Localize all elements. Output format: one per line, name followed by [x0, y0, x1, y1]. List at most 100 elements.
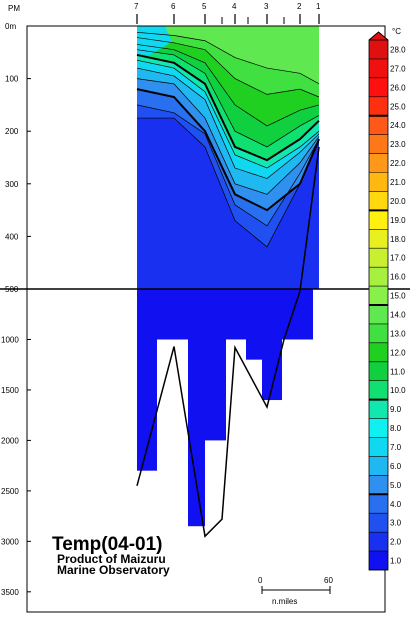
depth-tick-label: 100 [5, 75, 19, 84]
colorbar-cell [369, 551, 388, 570]
colorbar-cell [369, 475, 388, 495]
colorbar: 1.0 2.0 3.0 4.0 5.0 6.0 7.0 8.0 9.0 10.0 11.0 12.0 1… [368, 27, 406, 571]
station-label: 2 [297, 2, 302, 11]
seafloor-profile [136, 146, 320, 538]
depth-tick-label: 3500 [1, 588, 19, 597]
colorbar-label: 15.0 [390, 292, 406, 301]
colorbar-cell [369, 342, 388, 362]
colorbar-label: 6.0 [390, 462, 402, 471]
chart-title: Temp(04-01) [52, 534, 163, 555]
chart-subtitle-line1: Product of Maizuru [57, 552, 166, 566]
distance-scale-bar: 0 60 n.miles [258, 576, 333, 606]
colorbar-label: 17.0 [390, 254, 406, 263]
colorbar-top-cap [368, 31, 389, 41]
colorbar-label: 2.0 [390, 538, 402, 547]
colorbar-unit: °C [392, 27, 401, 36]
station-label: 6 [171, 2, 176, 11]
colorbar-label: 23.0 [390, 140, 406, 149]
isotherm-line [136, 67, 320, 179]
colorbar-label: 24.0 [390, 121, 406, 130]
isotherm-line [136, 53, 320, 162]
colorbar-cell [369, 153, 388, 173]
colorbar-label: 21.0 [390, 178, 406, 187]
station-label: 1 [316, 2, 321, 11]
depth-axis: 0m 100 200 300 400 500 1000 1500 2000 2500 3000 350… [1, 22, 31, 597]
isotherm-contours [136, 31, 320, 248]
colorbar-label: 25.0 [390, 102, 406, 111]
colorbar-cell [369, 437, 388, 457]
colorbar-cell [369, 418, 388, 438]
depth-tick-label: 2000 [1, 436, 19, 445]
colorbar-cell [369, 532, 388, 552]
isotherm-line [136, 104, 320, 227]
isotherm-line [136, 31, 320, 85]
top-axis-label: PM [8, 4, 20, 13]
isotherm-line [136, 78, 320, 195]
colorbar-label: 10.0 [390, 386, 406, 395]
isotherm-band [137, 26, 319, 84]
colorbar-cell [369, 58, 388, 78]
colorbar-label: 20.0 [390, 197, 406, 206]
depth-tick-label: 500 [5, 285, 19, 294]
colorbar-cell [369, 229, 388, 249]
colorbar-cell [369, 305, 388, 324]
colorbar-cell [369, 248, 388, 268]
station-label: 5 [202, 2, 207, 11]
colorbar-label: 22.0 [390, 159, 406, 168]
colorbar-cell [369, 40, 388, 59]
chart-subtitle-line2: Marine Observatory [57, 563, 170, 577]
colorbar-cell [369, 456, 388, 476]
colorbar-cell [369, 77, 388, 97]
depth-tick-label: 1500 [1, 386, 19, 395]
colorbar-cell [369, 399, 388, 419]
colorbar-label: 4.0 [390, 500, 402, 509]
temperature-field [137, 26, 319, 527]
station-label: 4 [232, 2, 237, 11]
isotherm-line [136, 49, 320, 148]
colorbar-label: 3.0 [390, 519, 402, 528]
depth-tick-label: 1000 [1, 335, 19, 344]
colorbar-cell [369, 361, 388, 381]
colorbar-cell [369, 191, 388, 211]
colorbar-label: 14.0 [390, 310, 406, 319]
deep-water-layer [137, 289, 313, 340]
depth-tick-label: 3000 [1, 537, 19, 546]
colorbar-label: 26.0 [390, 83, 406, 92]
colorbar-label: 27.0 [390, 64, 406, 73]
seafloor-line [136, 146, 320, 538]
colorbar-label: 28.0 [390, 45, 406, 54]
colorbar-cell [369, 286, 388, 305]
colorbar-label: 7.0 [390, 443, 402, 452]
isotherm-line [136, 88, 320, 212]
colorbar-cell [369, 210, 388, 230]
colorbar-label: 5.0 [390, 481, 402, 490]
deep-water-block [188, 289, 205, 527]
colorbar-label: 13.0 [390, 329, 406, 338]
depth-tick-label: 300 [5, 180, 19, 189]
isotherm-line [136, 44, 320, 127]
colorbar-label: 16.0 [390, 273, 406, 282]
scale-unit-label: n.miles [272, 597, 297, 606]
colorbar-cell [369, 134, 388, 154]
scale-end-label: 60 [324, 576, 333, 585]
colorbar-label: 8.0 [390, 424, 402, 433]
colorbar-cell [369, 380, 388, 400]
colorbar-label: 11.0 [390, 367, 406, 376]
isotherm-line [136, 37, 320, 98]
colorbar-cell [369, 494, 388, 514]
depth-tick-label: 200 [5, 127, 19, 136]
colorbar-label: 9.0 [390, 405, 402, 414]
colorbar-cell [369, 172, 388, 192]
station-label: 3 [264, 2, 269, 11]
colorbar-label: 12.0 [390, 348, 406, 357]
colorbar-cell [369, 513, 388, 533]
colorbar-label: 19.0 [390, 216, 406, 225]
station-label: 7 [134, 2, 139, 11]
depth-tick-label: 0m [5, 22, 16, 31]
colorbar-cell [369, 267, 388, 287]
colorbar-label: 1.0 [390, 557, 402, 566]
depth-tick-label: 2500 [1, 487, 19, 496]
station-axis: 7 6 5 4 3 2 1 [134, 2, 321, 24]
scale-start-label: 0 [258, 576, 263, 585]
